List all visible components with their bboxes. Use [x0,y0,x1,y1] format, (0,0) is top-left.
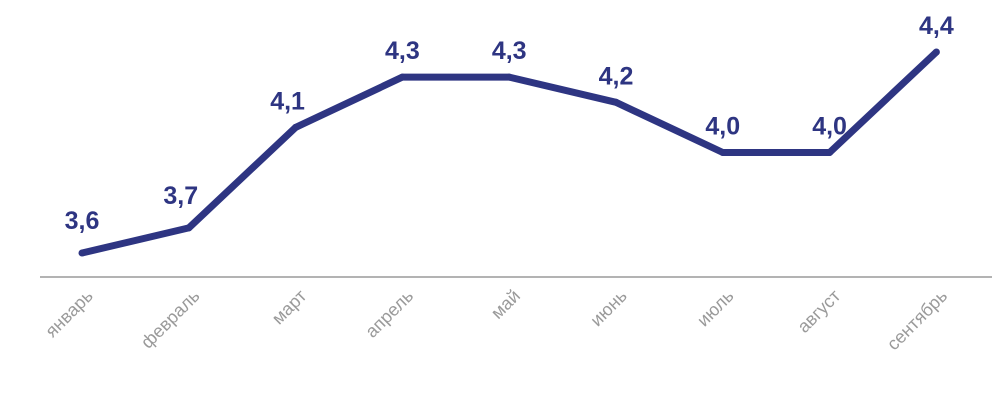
data-label: 4,3 [385,37,420,65]
x-tick-label: июль [693,286,738,331]
x-tick-label: май [487,286,524,323]
data-point [932,48,940,56]
data-label: 3,7 [163,182,198,210]
data-labels: 3,6 3,7 4,1 4,3 4,3 4,2 4,0 4,0 4,4 [65,12,954,257]
data-point [398,73,406,81]
series-line [81,49,939,257]
data-label: 4,2 [599,62,634,90]
x-tick-label: август [793,286,844,337]
data-point [505,73,513,81]
data-point [185,224,193,232]
data-point [292,123,300,131]
x-tick-label: февраль [137,286,204,353]
data-point [612,98,620,106]
data-label: 3,6 [65,207,100,235]
data-label: 4,4 [919,12,954,40]
data-label: 4,0 [705,113,740,141]
data-label: 4,3 [492,37,527,65]
x-tick-label: март [268,286,311,329]
data-point [719,149,727,156]
x-tick-label: июнь [586,286,630,330]
data-point [78,249,86,257]
data-label: 4,0 [812,113,847,141]
data-point [826,149,834,156]
x-tick-label: апрель [361,286,417,342]
x-tick-label: сентябрь [883,286,951,354]
data-label: 4,1 [270,87,305,115]
x-tick-label: январь [41,286,96,341]
x-tick-labels: январь февраль март апрель май июнь июль август… [41,286,951,354]
